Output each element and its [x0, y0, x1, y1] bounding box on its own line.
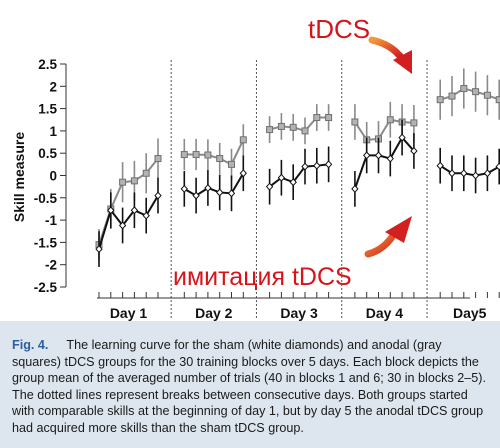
data-point-sham [448, 169, 456, 178]
data-point-anodal [192, 151, 200, 159]
series-line-sham [353, 135, 415, 190]
y-axis-ticks: 2.5 2 1.5 1 0.5 0 -0.5 -1 -1.5 -2 -2.5 [34, 57, 67, 295]
y-tick-label: -2 [45, 258, 57, 273]
y-tick-label: -1 [45, 213, 57, 228]
data-point-anodal [154, 155, 162, 163]
day-label: Day 2 [195, 305, 233, 321]
data-point-anodal [472, 88, 480, 96]
data-point-sham [363, 151, 371, 160]
data-point-anodal [351, 118, 359, 126]
series-line-sham [268, 163, 329, 188]
annotations: tDCS имитация tDCS [173, 14, 412, 291]
day-label: Day 3 [280, 305, 318, 321]
data-point-anodal [386, 116, 394, 124]
data-point-anodal [436, 96, 444, 104]
data-point-anodal [266, 126, 274, 134]
data-point-sham [436, 161, 444, 170]
data-point-sham [216, 188, 224, 197]
data-point-anodal [216, 155, 224, 163]
y-tick-label: -1.5 [34, 235, 58, 250]
y-tick-label: 1.5 [38, 102, 57, 117]
series-sham [95, 119, 500, 267]
data-point-anodal [495, 96, 500, 104]
y-tick-label: 0.5 [38, 146, 57, 161]
arrow-up-right-icon [364, 230, 398, 258]
data-point-anodal [313, 114, 321, 122]
data-point-anodal [460, 85, 468, 93]
data-point-anodal [119, 178, 127, 186]
data-point-sham [107, 206, 115, 215]
data-point-anodal [180, 151, 188, 159]
data-point-anodal [228, 160, 235, 168]
data-point-sham [118, 221, 127, 230]
data-point-sham [313, 161, 321, 170]
data-point-sham [239, 169, 247, 178]
series-line-sham [98, 195, 159, 250]
day-label: Day 4 [366, 305, 404, 321]
data-point-anodal [277, 122, 285, 130]
data-point-sham [130, 206, 139, 215]
data-point-sham [289, 178, 297, 187]
data-point-sham [324, 160, 333, 169]
data-point-sham [410, 146, 418, 156]
y-tick-label: -2.5 [34, 280, 58, 295]
data-point-sham [227, 189, 236, 198]
data-point-sham [351, 184, 359, 193]
data-point-sham [192, 191, 200, 200]
data-point-sham [95, 245, 103, 254]
y-tick-label: 2 [49, 79, 57, 94]
data-point-sham [301, 162, 309, 171]
figure-caption: Fig. 4. The learning curve for the sham (… [0, 321, 500, 448]
data-point-sham [277, 173, 286, 182]
data-point-anodal [289, 123, 297, 131]
caption-text: The learning curve for the sham (white d… [12, 338, 486, 435]
arrow-down-right-icon [368, 36, 404, 60]
data-point-anodal [410, 119, 418, 127]
data-point-sham [142, 211, 150, 220]
arrow-head-icon [385, 216, 412, 243]
y-tick-label: -0.5 [34, 191, 58, 206]
annotation-sham-tdcs: имитация tDCS [173, 263, 352, 291]
plot-area [95, 60, 500, 318]
y-axis-label: Skill measure [11, 132, 27, 222]
data-point-anodal [448, 92, 456, 100]
day-label: Day5 [453, 305, 487, 321]
data-point-sham [495, 162, 500, 171]
data-point-sham [386, 154, 394, 163]
arrow-head-icon [393, 50, 412, 74]
data-point-anodal [239, 136, 247, 144]
data-point-sham [471, 171, 480, 180]
data-point-anodal [130, 177, 138, 185]
data-point-anodal [301, 127, 309, 135]
data-point-sham [374, 151, 383, 160]
data-point-sham [483, 169, 492, 178]
data-point-anodal [204, 151, 212, 159]
annotation-tdcs: tDCS [308, 14, 370, 44]
data-point-anodal [325, 114, 333, 122]
day-label: Day 1 [110, 305, 148, 321]
series-line-sham [183, 172, 245, 197]
caption-label: Fig. 4. [12, 338, 49, 352]
data-point-anodal [483, 91, 491, 99]
data-point-sham [154, 191, 162, 200]
y-tick-label: 2.5 [38, 57, 57, 72]
data-point-sham [265, 182, 274, 191]
y-tick-label: 0 [49, 169, 57, 184]
data-point-sham [180, 184, 188, 193]
data-point-sham [460, 169, 468, 178]
data-point-sham [398, 133, 406, 142]
y-tick-label: 1 [49, 124, 57, 139]
x-axis-day-labels: Day 1 Day 2 Day 3 Day 4 Day5 [110, 305, 487, 321]
data-point-sham [204, 183, 212, 193]
data-point-anodal [142, 169, 150, 177]
